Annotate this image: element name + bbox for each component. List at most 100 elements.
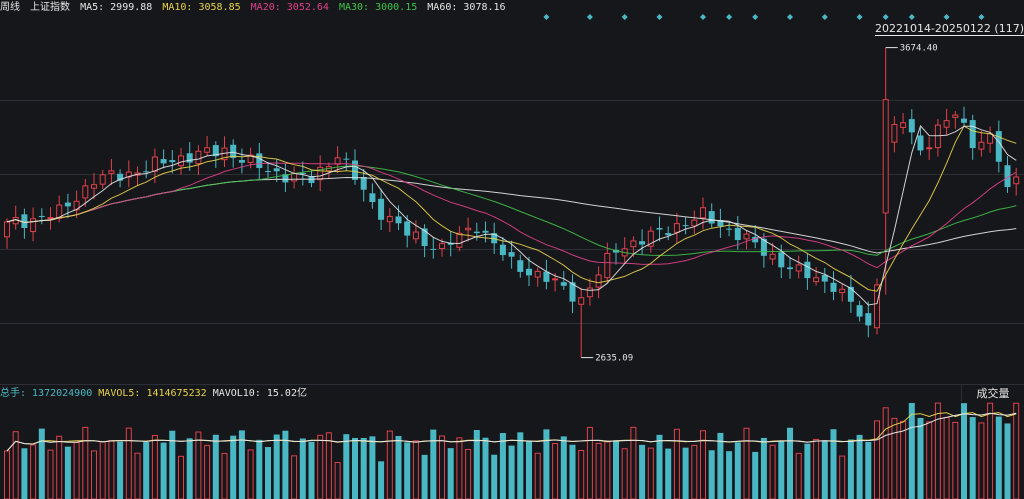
candle-up [4,221,10,238]
volume-bar-up [325,432,332,499]
event-marker [978,14,985,20]
candle-up [1013,176,1020,185]
volume-bar-up [839,455,846,499]
volume-bar-up [195,431,202,499]
candle-down [404,221,411,236]
volume-bar-up [108,440,115,499]
event-marker [856,14,863,20]
candle-up [334,157,341,165]
volume-bar-up [934,402,941,499]
volume-bar-up [386,430,393,499]
volume-bar-up [586,426,593,499]
volume-bar-up [291,455,298,499]
candle-down [499,244,506,256]
candle-down [117,173,124,181]
candle-up [891,124,898,143]
volume-bar-down [734,442,741,499]
candle-down [613,249,619,253]
volume-bar-down [717,432,724,499]
candle-down [908,119,915,133]
candle-down [265,171,271,173]
volume-bar-up [73,442,80,499]
candle-down [726,228,733,230]
volume-bar-up [647,447,654,499]
ma10-line [6,125,1017,292]
volume-bar-down [395,436,402,499]
volume-bar-down [804,443,811,499]
candle-down [395,216,402,224]
volume-bar-down [865,441,872,499]
candle-up [439,243,445,249]
event-marker [908,14,915,20]
volume-bar-down [665,448,672,499]
candle-down [1004,165,1011,188]
candle-down [708,211,715,224]
volume-bar-up [595,442,602,499]
volume-bar-up [56,435,63,499]
volume-bar-up [673,428,680,499]
candle-down [856,305,863,317]
volume-bar-up [621,448,628,499]
candle-up [743,233,750,240]
period-label[interactable]: 周线 [0,2,20,13]
candle-up [91,184,97,189]
candle-down [717,220,724,227]
volume-bar-up [943,416,950,499]
ma10-value: MA10: 3058.85 [162,2,241,13]
volume-bar-down [726,451,733,499]
candle-down [360,177,367,190]
volume-bar-down [543,429,550,499]
volume-bar-down [517,432,524,499]
volume-bar-down [856,434,863,499]
mavol5-line [6,412,1017,452]
candle-down [734,227,741,241]
volume-bar-up [47,449,54,499]
volume-bar-up [412,440,419,499]
volume-bar-down [230,435,237,499]
volume-bar-up [178,455,184,499]
candle-down [282,174,289,183]
volume-bar-up [204,444,211,499]
candle-down [421,228,428,247]
volume-bar-up [552,443,559,499]
candle-up [204,147,211,153]
candle-up [386,215,393,223]
candle-up [552,278,559,281]
candle-up [291,172,298,182]
candle-down [186,153,193,163]
candle-up [769,253,776,260]
volume-bar-down [760,437,767,499]
candle-up [195,150,202,165]
candle-up [943,120,950,128]
volume-bar-up [4,450,10,499]
candle-down [160,159,167,164]
volume-bar-up [91,450,97,499]
volume-bar-down [117,441,124,499]
volume-bar-down [908,403,915,499]
volume-bar-down [917,417,924,499]
volume-bar-up [900,420,907,499]
candle-down [969,120,976,149]
volume-bar-down [38,428,45,499]
volume-indicator-button[interactable]: 成交量 [961,385,1024,402]
candle-down [961,118,967,123]
volume-bar-up [439,435,445,499]
candle-up [178,155,184,167]
volume-bar-up [795,452,802,499]
candle-down [560,282,567,286]
candle-down [169,160,176,163]
candle-down [865,313,872,326]
mavol10-line [6,412,1017,452]
candle-up [534,270,541,278]
candle-up [412,231,419,240]
volume-bar-down [560,436,567,499]
volume-bar-up [813,438,820,499]
event-marker [821,14,828,20]
candle-up [47,217,54,220]
candle-down [482,230,489,233]
date-range[interactable]: 20221014-20250122 (117) [874,22,1024,36]
candle-up [456,232,463,248]
index-name: 上证指数 [30,2,71,13]
volume-bar-down [708,450,715,499]
